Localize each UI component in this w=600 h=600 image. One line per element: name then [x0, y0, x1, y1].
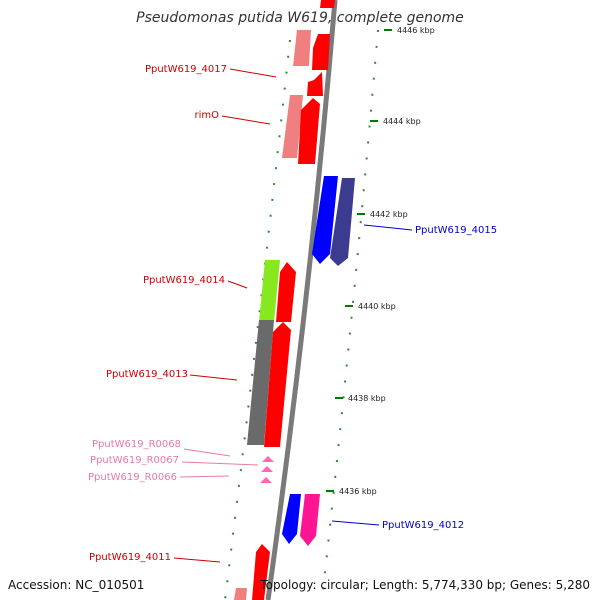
- tick-label: 4444 kbp: [383, 117, 421, 126]
- gene-feature: [293, 30, 311, 66]
- gene-label[interactable]: PputW619_4017: [145, 64, 227, 75]
- label-leader: [229, 68, 277, 78]
- gene-label[interactable]: PputW619_R0066: [88, 472, 177, 483]
- gene-label[interactable]: PputW619_4011: [89, 552, 171, 563]
- gene-label[interactable]: PputW619_4015: [415, 225, 497, 236]
- label-leader: [173, 557, 221, 563]
- scale-ticks: 4446 kbp 4444 kbp 4442 kbp 4440 kbp 4438…: [326, 26, 435, 496]
- gene-label[interactable]: rimO: [194, 110, 219, 121]
- feature-track: [234, 0, 355, 600]
- gene-feature: [234, 588, 247, 600]
- tick-label: 4440 kbp: [358, 302, 396, 311]
- topology-label: Topology: circular; Length: 5,774,330 bp…: [260, 578, 590, 592]
- tick-label: 4438 kbp: [348, 394, 386, 403]
- gene-feature: [312, 176, 338, 264]
- gene-label[interactable]: PputW619_R0067: [90, 455, 179, 466]
- gene-feature: [307, 72, 323, 96]
- tick-label: 4446 kbp: [397, 26, 435, 35]
- gene-feature: [282, 494, 301, 544]
- gene-feature: [247, 320, 274, 445]
- label-leader: [227, 280, 248, 289]
- gene-feature: [252, 544, 270, 600]
- rna-feature: [260, 477, 272, 483]
- label-leader: [363, 224, 413, 231]
- gene-label[interactable]: PputW619_R0068: [92, 439, 181, 450]
- label-leader: [181, 461, 259, 466]
- outer-ring-left: [224, 39, 291, 600]
- label-leader: [179, 475, 230, 478]
- tick-label: 4442 kbp: [370, 210, 408, 219]
- label-leader: [221, 115, 271, 125]
- label-leader: [183, 448, 231, 457]
- gene-feature: [300, 494, 320, 546]
- tick-label: 4436 kbp: [339, 487, 377, 496]
- gene-feature: [276, 262, 296, 322]
- rna-feature: [261, 466, 273, 472]
- gene-feature: [320, 0, 335, 8]
- gene-feature: [330, 178, 355, 266]
- label-leader: [189, 374, 238, 381]
- gene-label[interactable]: PputW619_4012: [382, 520, 464, 531]
- genome-backbone: [265, 0, 338, 600]
- map-title: Pseudomonas putida W619, complete genome: [136, 10, 464, 26]
- gene-feature: [259, 260, 280, 322]
- gene-feature: [298, 98, 320, 164]
- gene-label[interactable]: PputW619_4013: [106, 369, 188, 380]
- gene-label[interactable]: PputW619_4014: [143, 275, 225, 286]
- label-leader: [331, 520, 380, 526]
- gene-feature: [312, 34, 330, 70]
- gene-feature: [282, 95, 303, 158]
- accession-label: Accession: NC_010501: [8, 578, 145, 592]
- rna-feature: [262, 456, 274, 462]
- gene-labels: PputW619_4017 rimO PputW619_4015 PputW61…: [88, 64, 497, 563]
- gene-feature: [264, 322, 291, 447]
- outer-ring-right: [321, 29, 379, 600]
